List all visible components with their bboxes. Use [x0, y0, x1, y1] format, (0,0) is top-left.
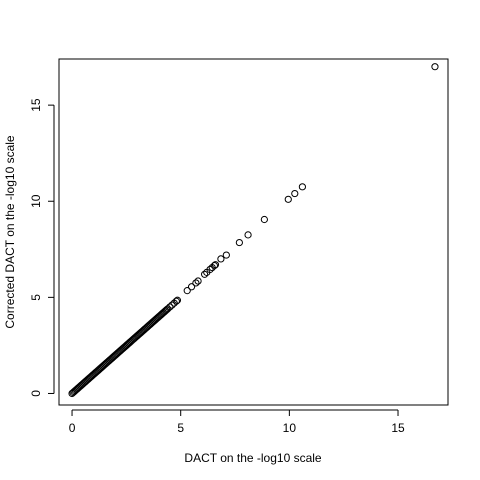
data-point [235, 238, 243, 247]
data-point [284, 195, 292, 203]
data-point [210, 262, 218, 270]
data-point [211, 261, 220, 269]
data-point [168, 301, 176, 309]
data-point [244, 231, 252, 239]
data-point [187, 283, 196, 291]
y-tick-label: 10 [29, 194, 43, 208]
data-point [194, 277, 202, 285]
y-tick-label: 5 [29, 294, 43, 301]
data-point [192, 279, 200, 287]
x-tick-label: 15 [391, 421, 405, 435]
x-tick-label: 0 [69, 421, 76, 435]
data-point [431, 63, 439, 71]
data-point [161, 307, 170, 315]
x-tick-label: 10 [283, 421, 297, 435]
data-point [166, 303, 174, 311]
data-point [222, 251, 230, 259]
x-axis: 0 5 10 15 [69, 409, 405, 435]
plot-frame [58, 58, 449, 406]
data-point [260, 215, 268, 224]
y-axis: 0 5 10 15 [29, 98, 55, 397]
data-point [217, 255, 225, 263]
data-point [206, 265, 214, 274]
data-point [291, 189, 299, 198]
data-point [173, 296, 182, 304]
data-point [183, 287, 191, 295]
y-axis-title: Corrected DACT on the -log10 scale [3, 135, 17, 329]
data-points [68, 63, 439, 398]
data-point [164, 305, 172, 313]
x-tick-label: 5 [177, 421, 184, 435]
y-tick-label: 15 [29, 98, 43, 112]
data-point [172, 297, 180, 305]
data-point [298, 183, 306, 191]
x-axis-title: DACT on the -log10 scale [184, 451, 322, 465]
data-point [201, 270, 209, 278]
y-tick-label: 0 [29, 390, 43, 397]
